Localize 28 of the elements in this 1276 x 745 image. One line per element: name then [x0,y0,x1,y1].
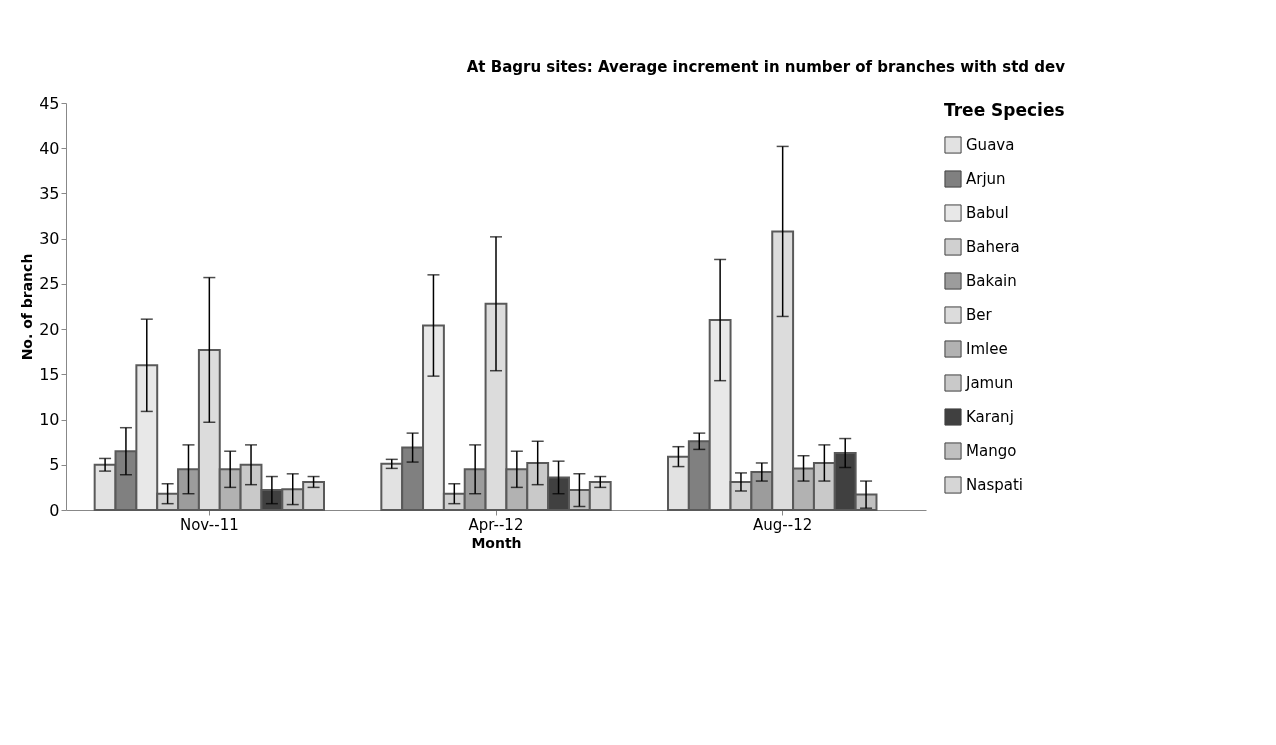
chart-title: At Bagru sites: Average increment in number of branches with std dev [466,58,1066,76]
legend-label: Arjun [966,170,1006,188]
y-tick-label: 25 [39,274,60,294]
legend-label: Karanj [966,408,1014,426]
y-tick-label: 0 [49,500,60,520]
y-tick-label: 10 [39,410,60,430]
y-tick-label: 35 [39,183,60,203]
legend-label: Ber [966,306,993,324]
y-tick-label: 15 [39,364,60,384]
legend-label: Jamun [965,374,1014,392]
x-tick-label: Apr--12 [468,515,524,534]
x-axis-title: Month [471,534,522,551]
legend-label: Naspati [966,476,1023,494]
y-axis-title: No. of branch [19,253,36,361]
legend-label: Bakain [966,272,1017,290]
x-tick-label: Nov--11 [179,515,239,534]
legend-title: Tree Species [944,100,1065,120]
y-tick-label: 45 [39,93,60,113]
legend-label: Bahera [966,238,1020,256]
legend-label: Mango [966,442,1017,460]
x-tick-label: Aug--12 [753,515,813,534]
y-tick-label: 5 [49,455,60,475]
legend-label: Guava [966,136,1015,154]
y-tick-label: 40 [39,138,60,158]
y-tick-label: 20 [39,319,60,339]
y-tick-label: 30 [39,229,60,249]
legend-label: Imlee [966,340,1008,358]
legend-label: Babul [966,204,1009,222]
